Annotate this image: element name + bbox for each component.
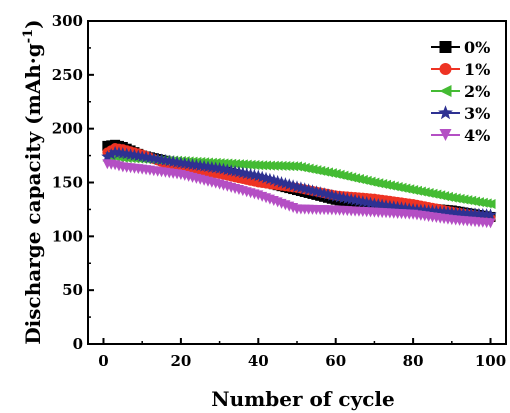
legend-marker bbox=[438, 105, 453, 120]
legend-marker bbox=[439, 41, 452, 53]
legend-item: 4% bbox=[431, 126, 490, 145]
marker-2-pct bbox=[481, 198, 492, 209]
y-tick-label: 200 bbox=[52, 120, 83, 138]
y-tick-label: 300 bbox=[52, 12, 83, 30]
marker-2-pct bbox=[485, 199, 496, 210]
legend-marker bbox=[439, 129, 452, 141]
x-tick-label: 60 bbox=[325, 352, 346, 370]
marker-2-pct bbox=[466, 195, 477, 206]
marker-2-pct bbox=[446, 192, 457, 203]
x-tick-label: 20 bbox=[170, 352, 191, 370]
y-axis-ticks: 0 50 100 150 200 250 300 bbox=[52, 12, 94, 353]
marker-2-pct bbox=[470, 196, 481, 207]
marker-3-pct bbox=[101, 150, 114, 162]
series-layer bbox=[101, 139, 497, 229]
y-axis-title-superscript: -1 bbox=[21, 29, 36, 43]
y-axis-title: Discharge capacity (mAh·g-1) bbox=[21, 19, 45, 344]
y-tick-label: 0 bbox=[73, 335, 83, 353]
legend-label: 3% bbox=[464, 104, 490, 123]
y-tick-label: 50 bbox=[62, 281, 83, 299]
marker-2-pct bbox=[473, 197, 484, 208]
marker-3-pct bbox=[105, 148, 118, 160]
legend-label: 0% bbox=[464, 38, 490, 57]
y-tick-label: 100 bbox=[52, 227, 83, 245]
marker-2-pct bbox=[477, 197, 488, 208]
y-axis-title-close: ) bbox=[21, 19, 45, 28]
x-tick-label: 40 bbox=[248, 352, 269, 370]
legend-label: 2% bbox=[464, 82, 490, 101]
marker-4-pct bbox=[485, 218, 496, 229]
x-tick-label: 100 bbox=[475, 352, 506, 370]
legend-marker bbox=[439, 85, 452, 97]
marker-2-pct bbox=[454, 193, 465, 204]
legend-marker bbox=[439, 63, 452, 75]
legend-label: 4% bbox=[464, 126, 490, 145]
legend-item: 3% bbox=[431, 104, 490, 123]
y-tick-label: 150 bbox=[52, 174, 83, 192]
x-tick-label: 80 bbox=[403, 352, 424, 370]
legend-label: 1% bbox=[464, 60, 490, 79]
series-4-pct bbox=[102, 159, 496, 229]
y-axis-title-main: Discharge capacity (mAh·g bbox=[21, 43, 45, 344]
legend-item: 1% bbox=[431, 60, 490, 79]
marker-2-pct bbox=[450, 193, 461, 204]
x-axis-title: Number of cycle bbox=[211, 387, 394, 411]
series-3-pct bbox=[101, 145, 497, 221]
marker-2-pct bbox=[458, 194, 469, 205]
legend-item: 2% bbox=[431, 82, 490, 101]
marker-3-pct bbox=[484, 208, 497, 221]
x-axis-ticks: 0 20 40 60 80 100 bbox=[98, 338, 506, 370]
marker-2-pct bbox=[462, 195, 473, 206]
y-tick-label: 250 bbox=[52, 66, 83, 84]
x-tick-label: 0 bbox=[98, 352, 108, 370]
legend-item: 0% bbox=[431, 38, 490, 57]
legend: 0% 1% 2% 3% 4% bbox=[431, 38, 490, 145]
